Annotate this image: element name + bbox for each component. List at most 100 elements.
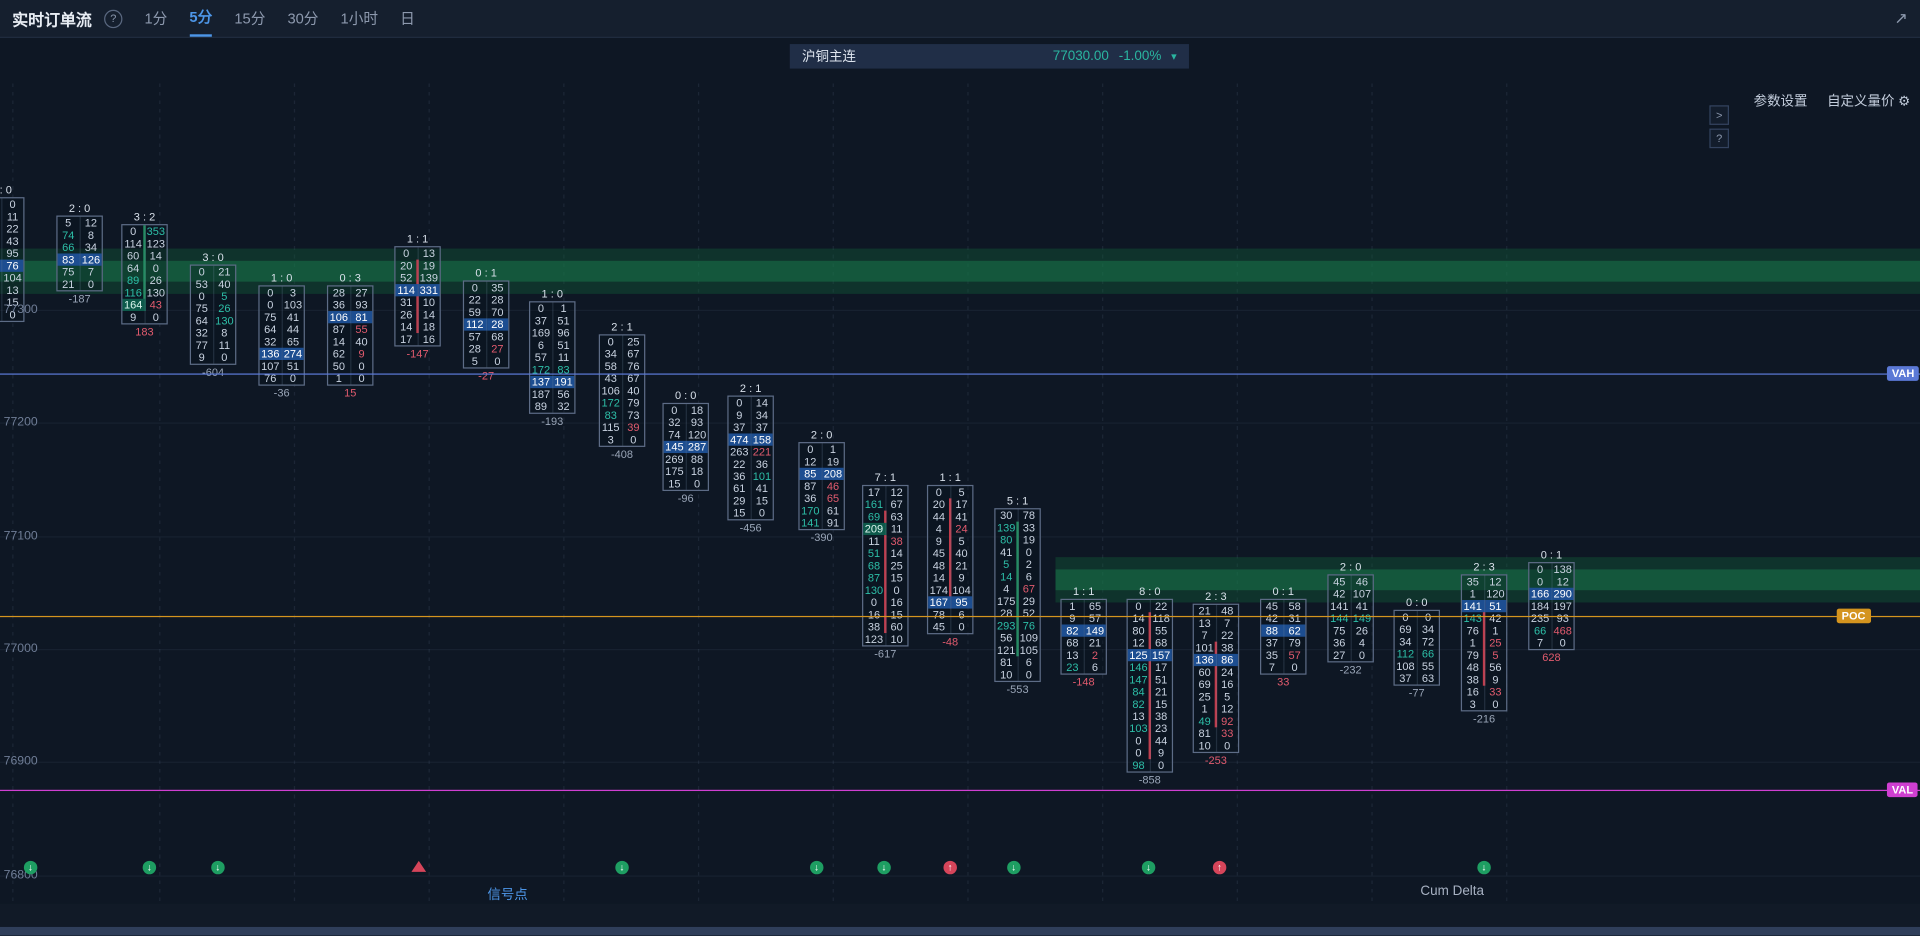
ask-volume-cell: 67 bbox=[627, 347, 640, 361]
bottom-scroll-strip[interactable] bbox=[0, 926, 1920, 936]
ask-volume-cell: 8 bbox=[87, 228, 94, 242]
footprint-row: 263 221 bbox=[729, 445, 773, 458]
footprint-row: 15 0 bbox=[664, 477, 708, 490]
ask-volume-cell: 32 bbox=[557, 400, 570, 413]
footprint-row: 1 65 bbox=[1062, 600, 1106, 613]
footprint-box: 45 58 42 31 88 62 37 79 35 57 7 0 bbox=[1260, 598, 1307, 675]
tab-5分[interactable]: 5分 bbox=[189, 0, 213, 37]
bid-volume-cell: 34 bbox=[600, 347, 623, 361]
ask-volume-cell: 290 bbox=[1552, 587, 1574, 601]
signal-marker[interactable]: ↓ bbox=[211, 860, 225, 875]
bid-volume-cell: 32 bbox=[664, 416, 687, 429]
bid-volume-cell: 0 bbox=[800, 443, 823, 456]
bid-volume-cell: 80 bbox=[1128, 624, 1151, 637]
value-area-band bbox=[0, 248, 1920, 294]
bid-volume-cell: 87 bbox=[800, 480, 823, 493]
bid-volume-cell: 42 bbox=[1261, 612, 1284, 625]
help-icon[interactable]: ? bbox=[104, 9, 123, 28]
signal-marker[interactable]: ↓ bbox=[810, 860, 824, 875]
bid-volume-cell: 0 bbox=[191, 265, 214, 278]
tab-日[interactable]: 日 bbox=[400, 9, 415, 27]
bid-volume-cell: 75 bbox=[58, 265, 81, 278]
bid-volume-cell: 144 bbox=[1329, 612, 1352, 625]
time-gridline bbox=[428, 83, 430, 907]
footprint-row: 37 37 bbox=[729, 421, 773, 434]
custom-volume-price-button[interactable]: 自定义量价 ⚙ bbox=[1827, 91, 1910, 111]
footprint-delta: -187 bbox=[68, 292, 91, 305]
ask-volume-cell: 51 bbox=[1484, 600, 1507, 613]
settings-links: 参数设置 自定义量价 ⚙ bbox=[1754, 91, 1911, 111]
bid-volume-cell: 114 bbox=[395, 284, 419, 297]
bid-volume-cell: 167 bbox=[928, 596, 951, 609]
symbol-selector[interactable]: 沪铜主连 77030.00 -1.00% ▾ bbox=[789, 44, 1189, 69]
footprint-imbalance-header: 8 : 0 bbox=[1139, 585, 1161, 598]
signal-marker[interactable] bbox=[411, 860, 427, 872]
parameter-settings-button[interactable]: 参数设置 bbox=[1753, 94, 1808, 109]
signal-marker[interactable]: ↓ bbox=[1141, 860, 1156, 875]
footprint-column: 1 : 1 1 65 9 57 82 149 68 21 13 2 23 6 -148 bbox=[1060, 585, 1107, 689]
ask-volume-cell: 51 bbox=[557, 339, 570, 352]
bid-volume-cell: 21 bbox=[1194, 604, 1217, 618]
signal-marker[interactable]: ↓ bbox=[23, 860, 38, 875]
signal-marker[interactable]: ↓ bbox=[1477, 860, 1491, 875]
bid-volume-cell: 7 bbox=[1529, 636, 1553, 649]
bid-volume-cell: 27 bbox=[1329, 648, 1352, 662]
bid-volume-cell: 56 bbox=[996, 631, 1019, 645]
footprint-row: 166 290 bbox=[1529, 587, 1574, 601]
signal-marker[interactable]: ↓ bbox=[877, 860, 891, 875]
ask-volume-cell: 6 bbox=[958, 608, 965, 621]
signal-marker[interactable]: ↑ bbox=[1212, 860, 1227, 875]
time-gridline bbox=[1102, 83, 1104, 907]
signal-marker[interactable]: ↓ bbox=[615, 860, 629, 875]
footprint-row: 68 21 bbox=[1062, 636, 1106, 649]
footprint-delta: -408 bbox=[611, 448, 634, 461]
ask-volume-cell: 63 bbox=[890, 510, 903, 523]
tab-1小时[interactable]: 1小时 bbox=[340, 9, 379, 27]
ask-volume-cell: 41 bbox=[755, 482, 769, 495]
signal-marker[interactable]: ↓ bbox=[1007, 860, 1021, 875]
footprint-row: 12 68 bbox=[1128, 636, 1172, 649]
bid-volume-cell: 50 bbox=[328, 360, 351, 373]
footprint-row: 14 40 bbox=[328, 335, 372, 348]
footprint-delta: -617 bbox=[874, 647, 897, 661]
value-area-band-core bbox=[0, 260, 1920, 282]
ask-volume-cell: 33 bbox=[1489, 685, 1502, 698]
signal-marker[interactable]: ↓ bbox=[142, 860, 157, 875]
ask-volume-cell: 95 bbox=[950, 596, 973, 609]
price-gridline bbox=[0, 648, 1920, 651]
bid-volume-cell: 9 bbox=[122, 311, 146, 324]
price-axis-label: 77100 bbox=[3, 529, 38, 544]
ask-volume-cell: 34 bbox=[755, 408, 769, 422]
footprint-row: 42 31 bbox=[1261, 612, 1305, 625]
footprint-row: 48 21 bbox=[928, 559, 972, 572]
footprint-column: 0 : 0006934347211266108553763-77 bbox=[1393, 596, 1441, 700]
bid-volume-cell: 82 bbox=[1128, 697, 1151, 711]
footprint-row: 36 4 bbox=[1329, 636, 1373, 649]
signal-marker[interactable]: ↑ bbox=[943, 860, 957, 875]
bid-volume-cell: 66 bbox=[1529, 624, 1553, 637]
footprint-row: 81 33 bbox=[1194, 727, 1238, 740]
collapse-panel-button[interactable]: > bbox=[1709, 105, 1729, 125]
bid-volume-cell: 0 bbox=[260, 286, 283, 299]
footprint-row: 8 22 bbox=[0, 222, 23, 236]
footprint-row: 9 34 bbox=[729, 408, 773, 422]
footprint-row: 174 104 bbox=[928, 584, 972, 597]
footprint-row: 0 18 bbox=[664, 404, 708, 417]
ask-volume-cell: 104 bbox=[3, 271, 22, 285]
tab-30分[interactable]: 30分 bbox=[287, 9, 319, 27]
ask-volume-cell: 56 bbox=[1489, 661, 1502, 674]
footprint-column: 5 : 1 30 78 139 33 80 19 41 0 5 2 14 6 4 67 175 29 28 52 29… bbox=[994, 495, 1041, 697]
ask-volume-cell: 197 bbox=[1553, 600, 1572, 613]
fullscreen-icon[interactable]: ↗ bbox=[1894, 8, 1908, 27]
bid-volume-cell: 75 bbox=[1329, 624, 1352, 637]
bid-volume-cell: 0 bbox=[122, 225, 146, 238]
bid-volume-cell: 0 bbox=[600, 335, 623, 348]
tab-15分[interactable]: 15分 bbox=[234, 9, 266, 27]
tab-1分[interactable]: 1分 bbox=[144, 9, 168, 27]
panel-help-button[interactable]: ? bbox=[1709, 128, 1729, 149]
bid-volume-cell: 184 bbox=[1529, 600, 1553, 613]
ask-volume-cell: 52 bbox=[1022, 607, 1036, 620]
